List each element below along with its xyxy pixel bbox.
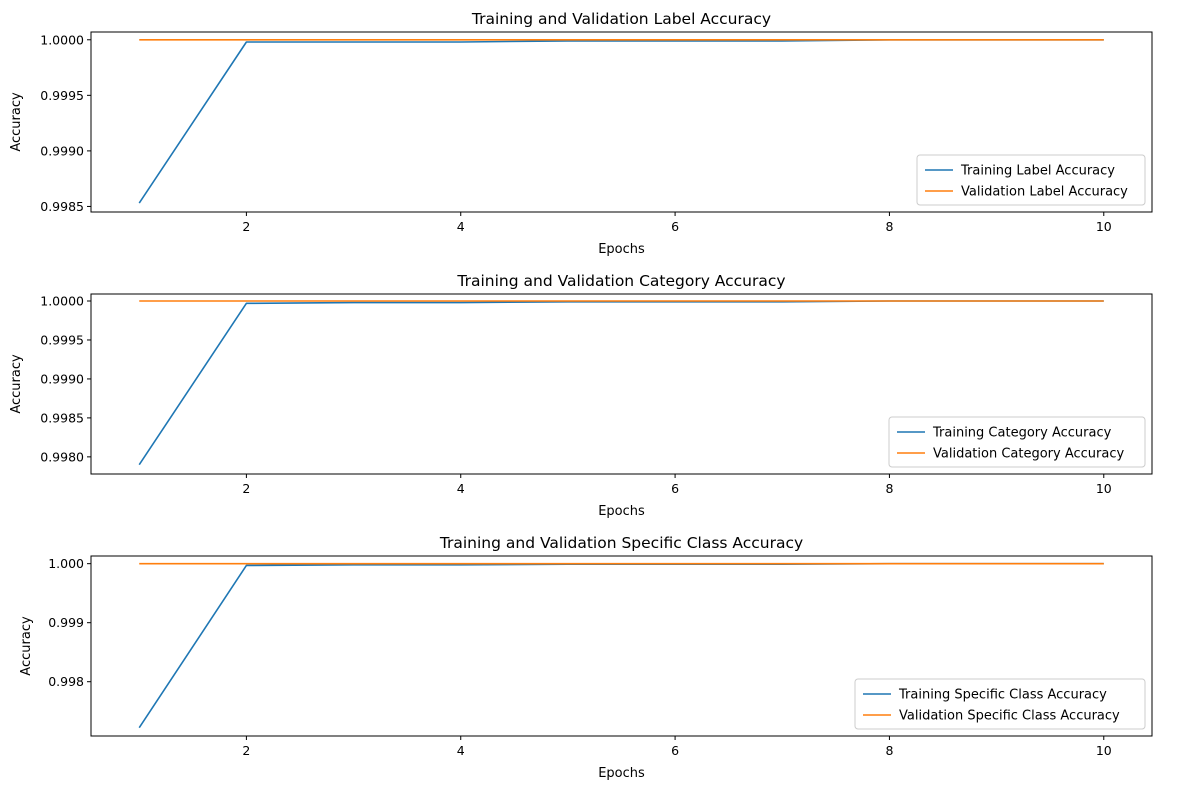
x-tick-label: 2 xyxy=(242,219,250,234)
legend-label: Validation Category Accuracy xyxy=(933,447,1124,462)
x-tick-label: 4 xyxy=(457,743,465,758)
x-axis-label: Epochs xyxy=(598,766,645,781)
y-tick-label: 1.0000 xyxy=(40,294,84,309)
x-tick-label: 2 xyxy=(242,743,250,758)
x-tick-label: 8 xyxy=(885,481,893,496)
legend-box xyxy=(854,678,1146,730)
y-tick-label: 1.0000 xyxy=(40,32,84,47)
subplot-3: Training and Validation Specific Class A… xyxy=(19,534,1153,781)
legend: Training Specific Class Accuracy Validati… xyxy=(854,678,1146,730)
y-tick-label: 1.000 xyxy=(48,556,84,571)
chart-title: Training and Validation Specific Class A… xyxy=(439,534,803,552)
x-tick-label: 6 xyxy=(671,481,679,496)
legend-label: Validation Label Accuracy xyxy=(961,185,1128,200)
y-axis-label: Accuracy xyxy=(19,616,34,676)
legend: Training Category Accuracy Validation Cat… xyxy=(888,416,1146,468)
legend: Training Label Accuracy Validation Label … xyxy=(916,154,1146,206)
legend-label: Validation Specific Class Accuracy xyxy=(899,709,1120,724)
plot-frame xyxy=(90,31,1153,213)
y-tick-label: 0.9980 xyxy=(40,449,84,464)
y-axis-label: Accuracy xyxy=(9,354,24,414)
chart-title: Training and Validation Category Accurac… xyxy=(456,272,785,290)
legend-label: Training Specific Class Accuracy xyxy=(898,688,1107,703)
legend-label: Training Category Accuracy xyxy=(932,426,1112,441)
plot-frame xyxy=(90,555,1153,737)
subplot-1: Training and Validation Label Accuracy 2 4… xyxy=(9,10,1153,257)
x-tick-label: 6 xyxy=(671,219,679,234)
legend-box xyxy=(916,154,1146,206)
y-tick-label: 0.9995 xyxy=(40,88,84,103)
x-tick-label: 10 xyxy=(1096,743,1112,758)
x-tick-label: 10 xyxy=(1096,219,1112,234)
x-axis-label: Epochs xyxy=(598,504,645,519)
x-tick-label: 2 xyxy=(242,481,250,496)
x-tick-label: 6 xyxy=(671,743,679,758)
subplot-2: Training and Validation Category Accurac… xyxy=(9,272,1153,519)
x-tick-label: 8 xyxy=(885,743,893,758)
x-tick-label: 4 xyxy=(457,219,465,234)
y-tick-label: 0.9995 xyxy=(40,332,84,347)
chart-title: Training and Validation Label Accuracy xyxy=(471,10,771,28)
plot-frame xyxy=(90,293,1153,475)
x-tick-label: 8 xyxy=(885,219,893,234)
y-tick-label: 0.998 xyxy=(48,674,84,689)
y-tick-label: 0.9985 xyxy=(40,199,84,214)
y-tick-label: 0.999 xyxy=(48,615,84,630)
x-tick-label: 10 xyxy=(1096,481,1112,496)
y-tick-label: 0.9990 xyxy=(40,371,84,386)
y-tick-label: 0.9985 xyxy=(40,410,84,425)
x-tick-label: 4 xyxy=(457,481,465,496)
x-axis-label: Epochs xyxy=(598,242,645,257)
legend-box xyxy=(888,416,1146,468)
y-axis-label: Accuracy xyxy=(9,92,24,152)
legend-label: Training Label Accuracy xyxy=(960,164,1115,179)
y-tick-label: 0.9990 xyxy=(40,143,84,158)
